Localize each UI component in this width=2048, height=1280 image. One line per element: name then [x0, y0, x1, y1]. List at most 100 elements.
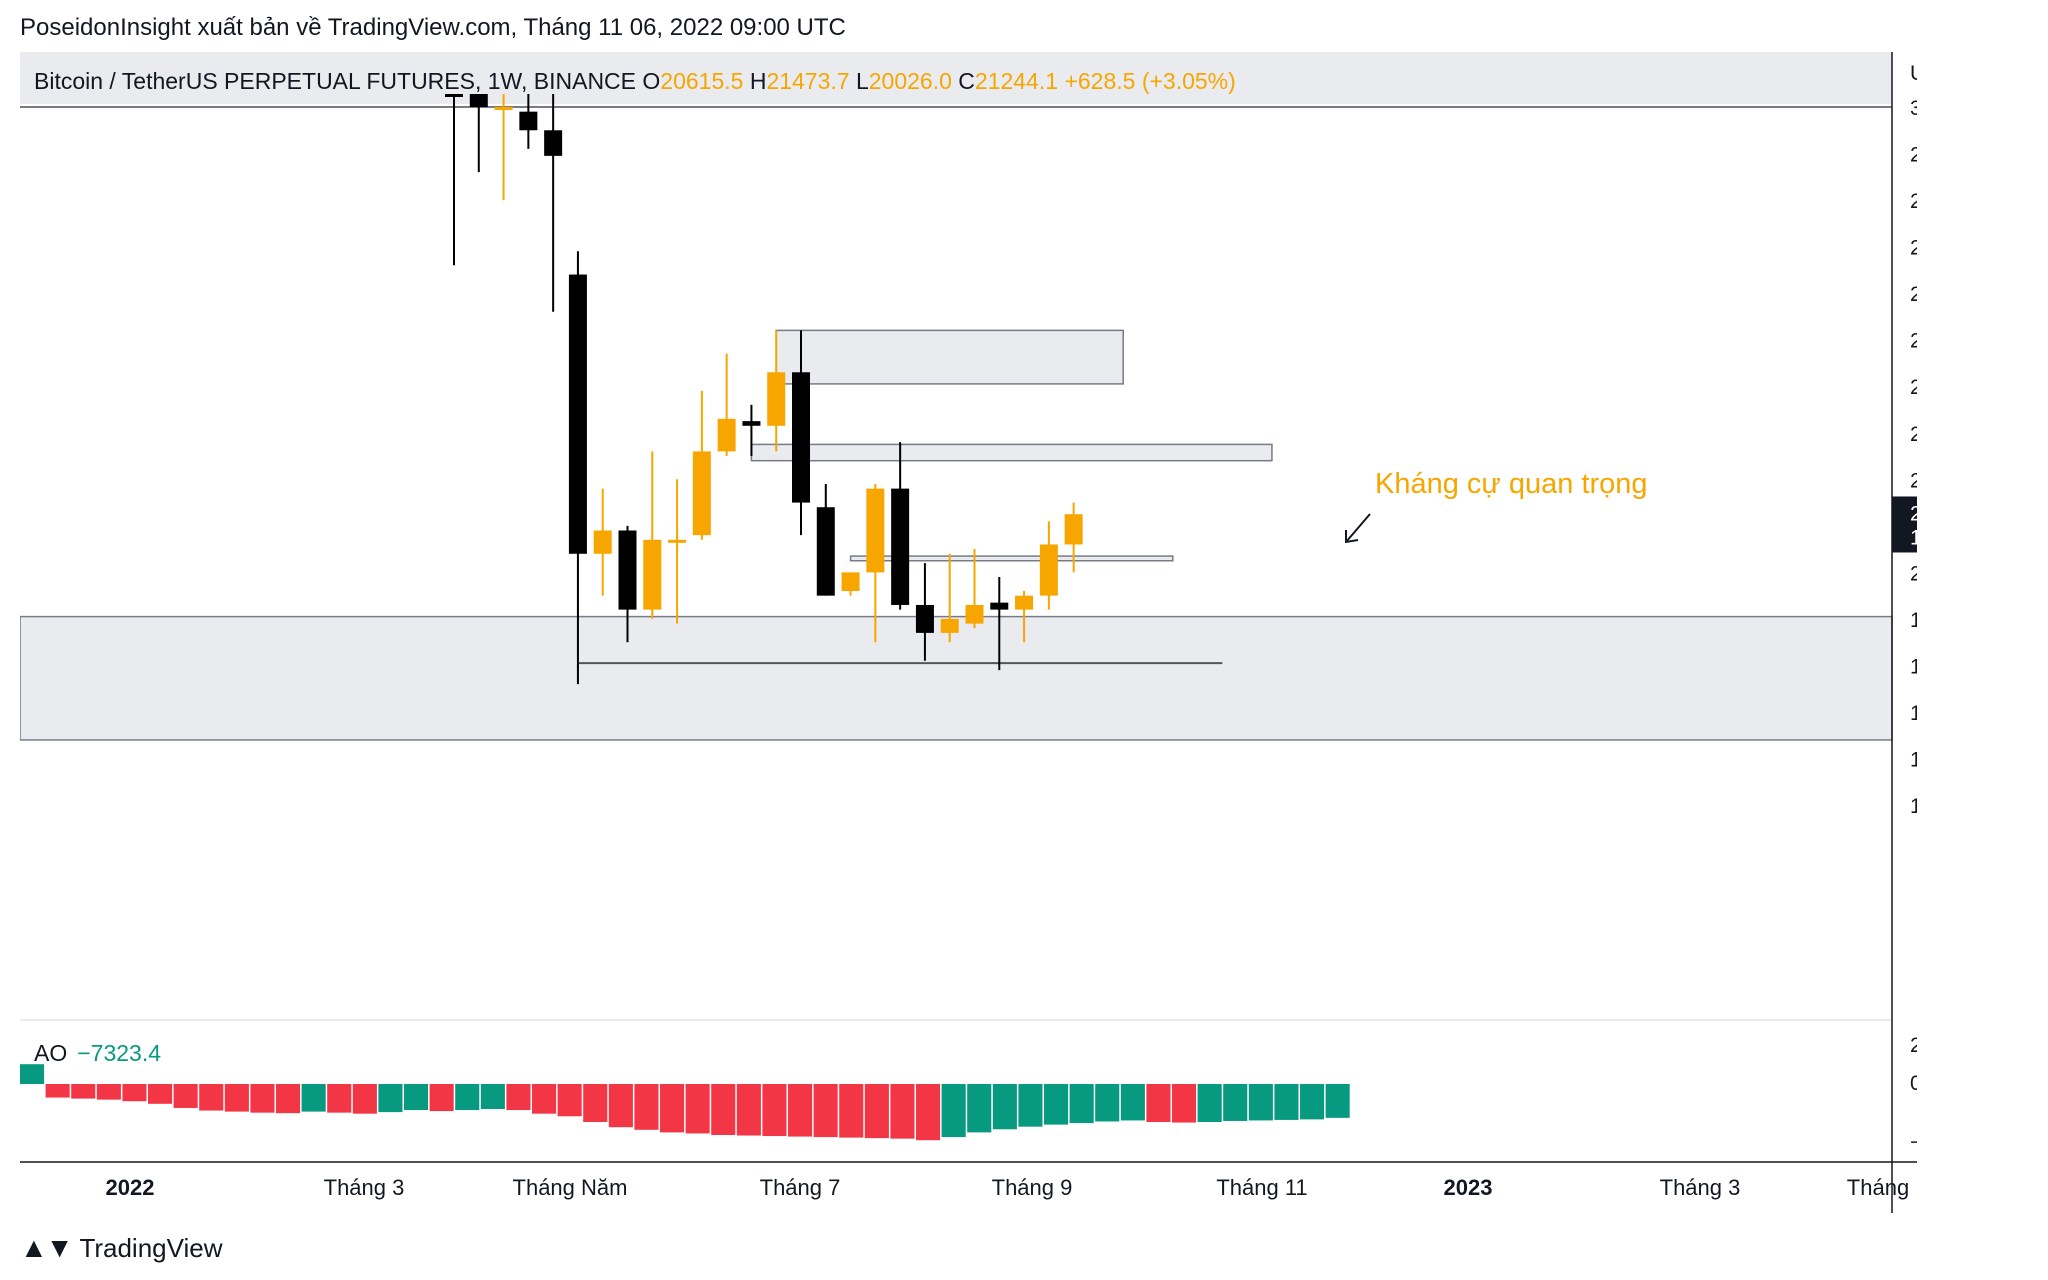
price-axis-unit-label: USDT: [1910, 62, 1917, 85]
candle-body: [742, 421, 761, 426]
candles-layer: [445, 94, 1083, 685]
candle-body: [915, 604, 934, 633]
ao-layer: [20, 1019, 1892, 1141]
ao-bar-46: [1197, 1084, 1222, 1122]
time-tick-3: Tháng 7: [760, 1175, 841, 1200]
high-value: 21473.7: [766, 68, 850, 94]
time-tick-1: Tháng 3: [324, 1175, 405, 1200]
ao-bar-19: [506, 1084, 531, 1111]
candle-body: [544, 130, 563, 156]
ao-bar-17: [455, 1084, 480, 1111]
ao-bar-40: [1044, 1084, 1069, 1125]
last-price-label: 21244.1: [1910, 502, 1917, 525]
ao-bar-44: [1146, 1084, 1171, 1122]
ao-bar-50: [1300, 1084, 1325, 1120]
ao-tick-1: 0.0: [1910, 1072, 1917, 1095]
symbol-name: Bitcoin / TetherUS PERPETUAL FUTURES, 1W…: [34, 68, 636, 94]
price-tick-4: 26000.0: [1910, 283, 1917, 306]
low-value: 20026.0: [868, 68, 952, 94]
candle-17: [866, 483, 885, 643]
tradingview-brand: TradingView: [79, 1232, 223, 1263]
time-tick-8: Tháng: [1847, 1175, 1909, 1200]
candle-body: [445, 94, 463, 97]
candle-body: [965, 604, 984, 624]
ao-bar-47: [1223, 1084, 1248, 1121]
ao-bar-13: [352, 1084, 377, 1114]
candle-body: [469, 94, 488, 107]
candle-body: [1064, 514, 1083, 545]
ao-bar-38: [992, 1084, 1017, 1130]
ao-bar-49: [1274, 1084, 1299, 1120]
ao-tick-2: −25000.0: [1910, 1131, 1917, 1154]
candle-body: [792, 372, 810, 503]
close-label: C: [958, 68, 975, 94]
ao-bar-18: [480, 1084, 505, 1109]
time-tick-2: Tháng Năm: [513, 1175, 628, 1200]
ao-bar-48: [1248, 1084, 1273, 1121]
price-tick-0: 30000.0: [1910, 97, 1917, 120]
zone-2: [750, 443, 1273, 462]
ao-bar-15: [404, 1084, 429, 1111]
countdown-label: 14:59:32: [1910, 526, 1917, 549]
ao-bar-39: [1018, 1084, 1043, 1127]
ao-bar-33: [864, 1084, 889, 1139]
ao-bar-12: [327, 1084, 352, 1113]
ao-bar-45: [1172, 1084, 1197, 1123]
time-tick-0: 2022: [106, 1175, 155, 1200]
zones-layer: [20, 52, 1893, 741]
candle-body: [668, 539, 687, 543]
change-value: +628.5 (+3.05%): [1064, 68, 1236, 94]
ao-bar-8: [224, 1084, 249, 1112]
ao-bar-16: [429, 1084, 454, 1112]
price-tick-7: 23000.0: [1910, 423, 1917, 446]
candle-8: [643, 451, 662, 619]
candle-1: [469, 94, 488, 173]
ao-bar-9: [250, 1084, 275, 1113]
ao-bar-37: [967, 1084, 992, 1133]
ao-bar-29: [762, 1084, 787, 1137]
candle-body: [593, 530, 612, 554]
ao-legend: AO −7323.4: [34, 1040, 161, 1067]
candle-body: [519, 111, 538, 131]
ao-bar-36: [941, 1084, 966, 1138]
candle-body: [1039, 544, 1058, 596]
chart-canvas[interactable]: USDT 30000.0 29000.0 28000.0 27000.0 26000.0 2…: [20, 52, 1917, 1213]
price-tick-5: 25000.0: [1910, 330, 1917, 353]
candle-20: [940, 553, 959, 643]
annotation-arrow: [1345, 513, 1371, 544]
price-tick-2: 28000.0: [1910, 190, 1917, 213]
candle-body: [891, 488, 910, 605]
open-label: O: [642, 68, 661, 94]
price-tick-14: 15000.0: [1910, 795, 1917, 818]
candle-body: [692, 451, 711, 536]
ao-bar-27: [711, 1084, 736, 1135]
open-value: 20615.5: [660, 68, 744, 94]
price-tick-13: 16000.0: [1910, 749, 1917, 772]
tradingview-logo[interactable]: ▲▼ TradingView: [20, 1232, 223, 1264]
candle-body: [494, 107, 513, 110]
axes-layer: USDT 30000.0 29000.0 28000.0 27000.0 26000.0 2…: [20, 52, 1917, 1213]
zone-4: [20, 615, 1893, 741]
candle-25: [1064, 502, 1083, 573]
candle-body: [568, 274, 587, 554]
ao-bar-41: [1069, 1084, 1094, 1124]
candle-body: [816, 507, 835, 596]
ao-tick-0: 25000.0: [1910, 1034, 1917, 1057]
time-tick-5: Tháng 11: [1216, 1175, 1307, 1200]
last-price-badge: [1892, 496, 1917, 553]
ao-bar-14: [378, 1084, 403, 1113]
ao-bar-30: [788, 1084, 813, 1137]
symbol-legend: Bitcoin / TetherUS PERPETUAL FUTURES, 1W…: [34, 68, 1236, 95]
candle-13: [767, 330, 786, 452]
ao-bar-1: [45, 1084, 70, 1098]
ao-label: AO: [34, 1040, 68, 1066]
candle-18: [891, 442, 910, 610]
ao-bar-5: [148, 1084, 173, 1104]
candle-16: [841, 572, 860, 596]
annotation-text: Kháng cự quan trọng: [1375, 468, 1648, 500]
price-tick-8: 22000.0: [1910, 469, 1917, 492]
ao-bar-23: [608, 1084, 633, 1128]
ao-bar-31: [813, 1084, 838, 1138]
candle-body: [990, 602, 1009, 610]
ao-bar-3: [96, 1084, 121, 1100]
